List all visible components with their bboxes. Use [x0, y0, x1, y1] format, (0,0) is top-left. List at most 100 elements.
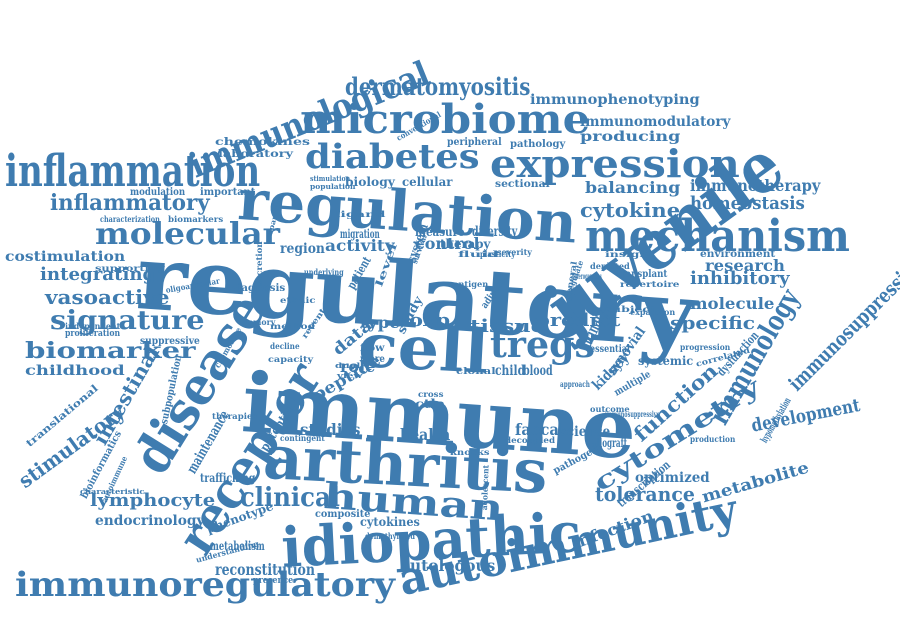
cloud-word: molecule — [690, 294, 775, 313]
cloud-word: blood — [523, 363, 553, 379]
cloud-word: cytokine — [580, 198, 681, 222]
cloud-word: role — [340, 357, 376, 376]
cloud-word: immunoregulatory — [15, 565, 396, 605]
cloud-word: progression — [680, 342, 731, 352]
cloud-word: tolerance — [595, 482, 695, 506]
cloud-word: clonal — [456, 367, 496, 377]
cloud-word: demethylated — [365, 531, 415, 541]
cloud-word: pathology — [510, 139, 566, 150]
cloud-word: immunotherapy — [690, 176, 821, 195]
cloud-word: method — [270, 321, 315, 331]
cloud-word: biology — [345, 175, 395, 189]
cloud-word: clinical — [240, 483, 340, 513]
cloud-word: characterization — [100, 214, 160, 224]
cloud-word: vasoactive — [45, 285, 170, 309]
cloud-word: insight — [605, 249, 655, 259]
cloud-word: immunomodulatory — [580, 114, 731, 130]
cloud-word: cytokines — [360, 515, 420, 529]
cloud-word: activity — [325, 236, 395, 255]
cloud-word: diabetes — [305, 137, 480, 177]
cloud-word: approach — [560, 379, 590, 389]
cloud-word: health — [400, 425, 451, 444]
cloud-word: more — [360, 354, 385, 365]
cloud-word: proliferation — [65, 329, 121, 339]
cloud-word: childhood — [25, 363, 125, 379]
cloud-word: child — [495, 363, 526, 379]
cloud-word: knocks — [450, 447, 490, 457]
cloud-word: plasticity — [480, 249, 516, 259]
cloud-word: research — [705, 256, 785, 275]
cloud-word: specific — [670, 313, 756, 334]
cloud-word: signature — [50, 306, 205, 336]
cloud-word: decoupled — [505, 435, 556, 445]
cloud-word: adolescent — [479, 464, 491, 511]
cloud-word: modulation — [130, 187, 186, 198]
cloud-word: immunosuppressive — [605, 409, 660, 419]
cloud-word: flow — [360, 343, 385, 354]
cloud-word: integrating — [40, 264, 156, 285]
cloud-word: secretion — [254, 241, 264, 286]
cloud-word: tissue — [470, 316, 545, 337]
cloud-word: ethnic — [280, 295, 316, 305]
cloud-word: fluid — [458, 249, 499, 259]
cloud-word: chemokines — [215, 137, 310, 148]
cloud-word: environment — [700, 249, 776, 260]
cloud-word: biomarker — [25, 338, 196, 364]
cloud-word: population — [310, 182, 356, 191]
cloud-word: antigen — [453, 279, 489, 289]
cloud-word: dermatomyositis — [345, 72, 531, 101]
cloud-word: molecular — [95, 217, 280, 252]
cloud-word: inflammation — [5, 146, 261, 197]
cloud-word: dual — [335, 361, 361, 370]
cloud-word: contingent — [280, 433, 325, 443]
cloud-word: reconstitution — [215, 560, 315, 579]
cloud-word: production — [690, 434, 736, 444]
cloud-word: foxp — [400, 310, 451, 331]
cloud-word: stimulation — [310, 174, 351, 183]
cloud-word: costimulation — [5, 249, 126, 265]
cloud-word: subject — [605, 304, 656, 314]
cloud-word: measure — [415, 225, 465, 239]
cloud-word: microbiome — [300, 96, 591, 143]
cloud-word: expression — [490, 141, 740, 186]
cloud-word: allograft — [592, 436, 628, 450]
cloud-word: trafficking — [200, 471, 256, 485]
cloud-word: peripheral — [447, 137, 502, 148]
cloud-word: expansion — [630, 307, 676, 317]
cloud-word: systemic — [638, 354, 694, 368]
cloud-word: underlying — [304, 267, 344, 277]
cloud-word: diagnosis — [230, 283, 286, 294]
cloud-word: important — [200, 187, 256, 198]
cloud-word: outcome — [590, 404, 630, 414]
cloud-word: immunosuppression — [783, 251, 900, 396]
cloud-word: biomarkers — [168, 214, 224, 224]
cloud-word: inhibitory — [690, 268, 790, 289]
cloud-word: heterogeneous — [572, 271, 602, 281]
cloud-word: view — [337, 371, 363, 380]
cloud-word: suppressive — [140, 336, 200, 347]
cloud-word: science — [560, 424, 611, 440]
cloud-word: therapies — [212, 411, 258, 421]
cloud-word: supporting — [95, 263, 166, 273]
cloud-word: studies — [300, 420, 361, 439]
cloud-word: lymphocyte — [90, 490, 216, 511]
cloud-word: migration — [340, 227, 380, 241]
cloud-word: laboratory — [218, 149, 294, 160]
cloud-word: predict — [535, 310, 621, 331]
cloud-word: therapy — [440, 237, 491, 251]
cloud-word: endocrinology — [95, 513, 205, 529]
cloud-word: decline — [270, 341, 300, 351]
cloud-word: characteristic — [80, 487, 145, 496]
cloud-word: metabolite — [699, 457, 811, 507]
cloud-word: balancing — [585, 178, 681, 197]
cloud-word: cross — [418, 389, 444, 399]
cloud-word: optimized — [635, 470, 710, 486]
cloud-word: capacity — [268, 354, 314, 364]
cloud-word: ctla — [415, 397, 446, 411]
cloud-word: immunophenotyping — [530, 92, 700, 108]
cloud-word: inflammatory — [50, 190, 210, 216]
cloud-word: type — [360, 313, 401, 332]
cloud-word: sectional — [495, 179, 550, 190]
cloud-word: tregs — [490, 324, 595, 366]
